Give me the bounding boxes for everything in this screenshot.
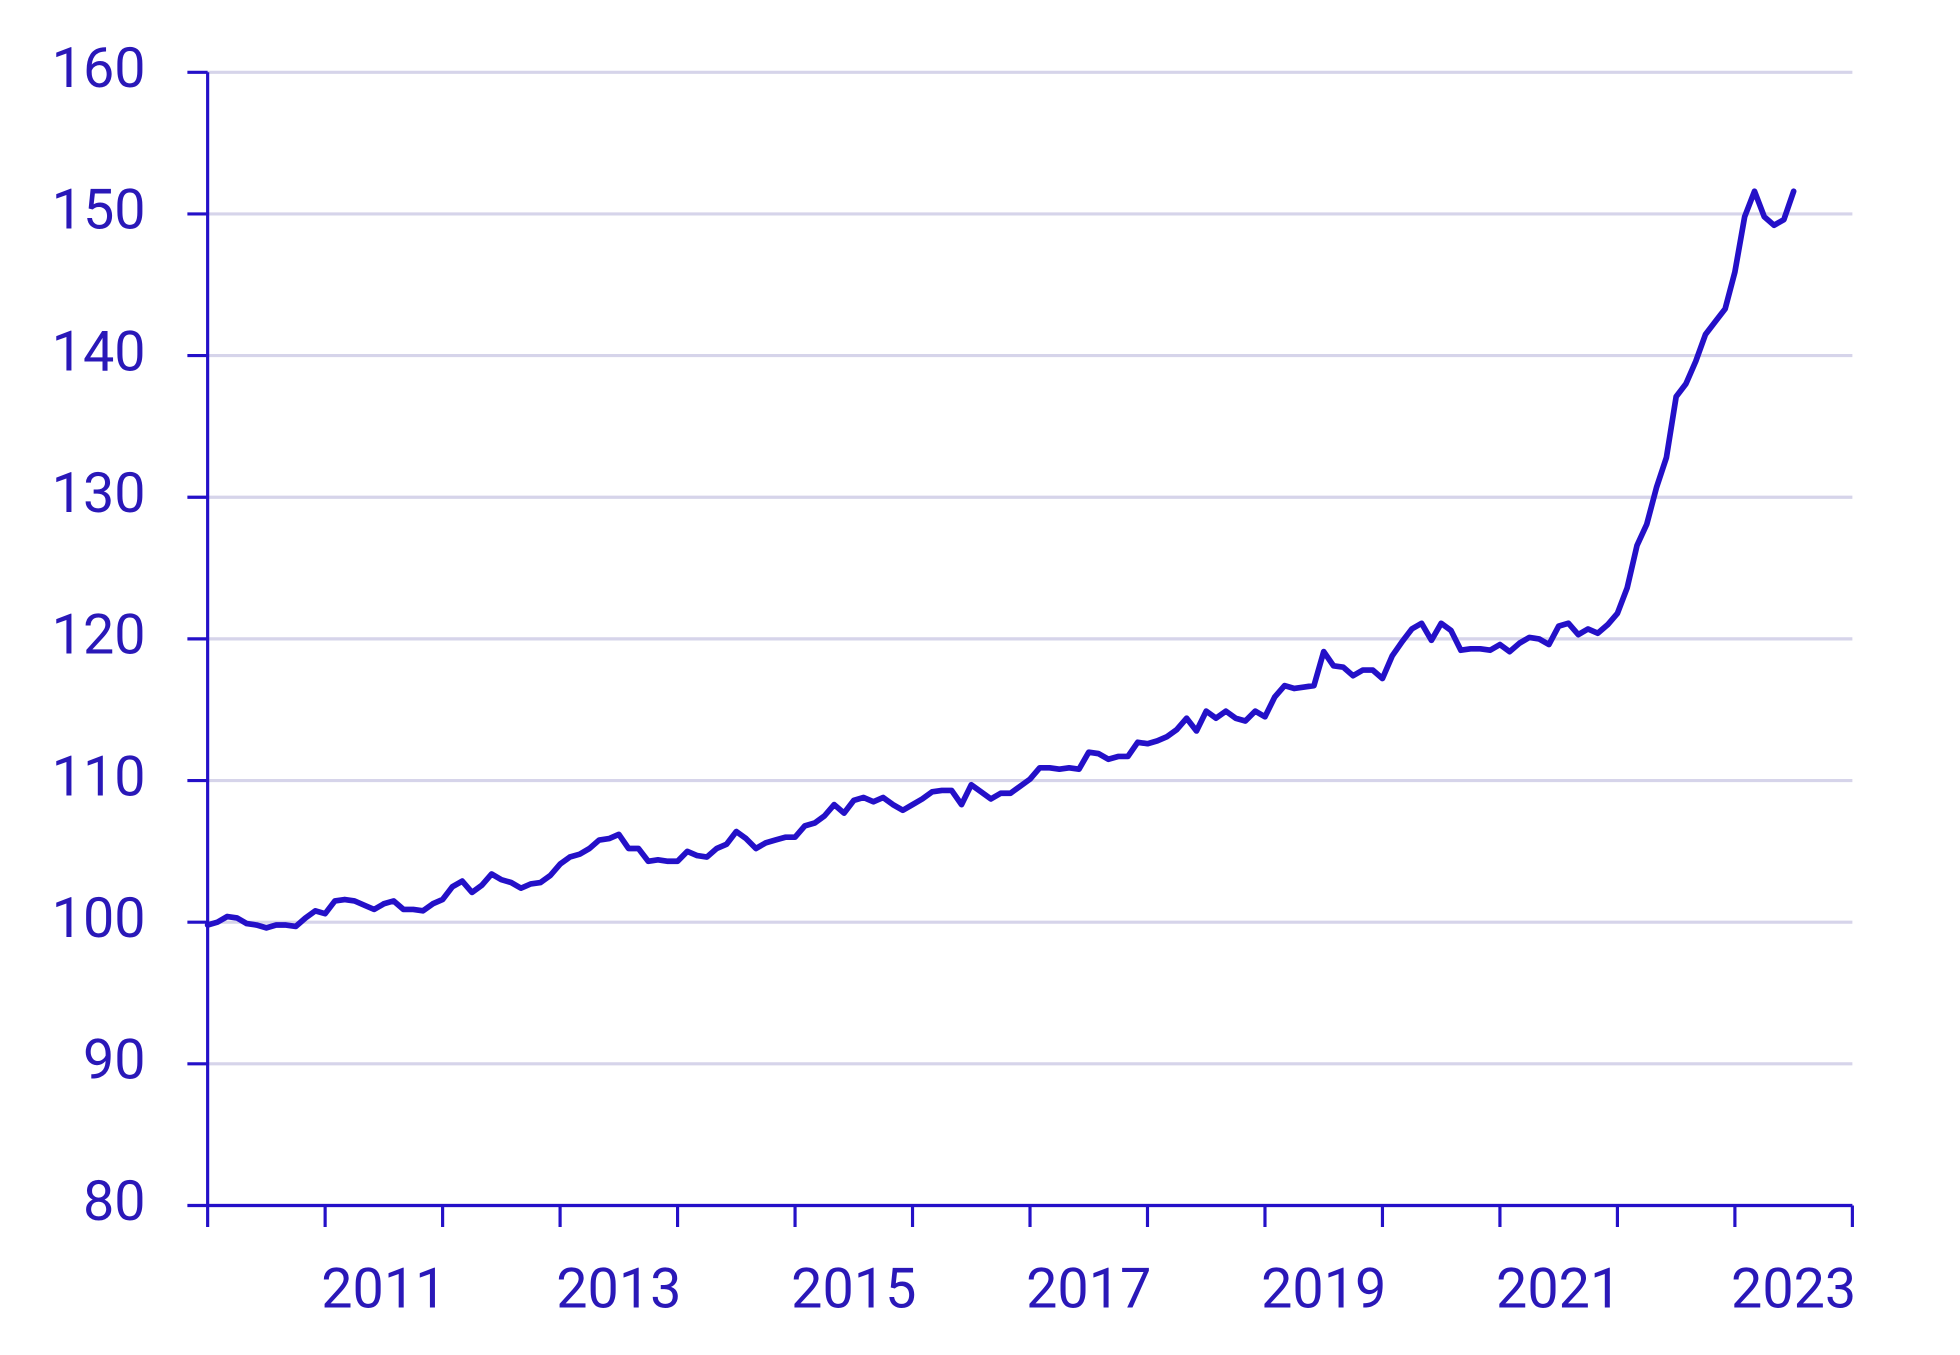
x-tick-label: 2013 [556,1256,681,1322]
y-tick-label: 90 [83,1027,146,1093]
y-tick-label: 120 [52,602,146,668]
x-tick-label: 2011 [321,1256,446,1322]
y-tick-label: 160 [52,35,146,101]
y-tick-label: 110 [52,743,146,809]
x-tick-label: 2021 [1496,1256,1621,1322]
y-tick-label: 150 [52,177,146,243]
x-tick-label: 2017 [1026,1256,1151,1322]
y-tick-label: 80 [83,1168,146,1234]
x-tick-label: 2015 [791,1256,916,1322]
x-tick-label: 2019 [1261,1256,1386,1322]
x-tick-label: 2023 [1731,1256,1856,1322]
y-tick-label: 140 [52,318,146,384]
y-tick-label: 130 [52,460,146,526]
y-tick-label: 100 [52,885,146,951]
data-line [204,188,1797,931]
